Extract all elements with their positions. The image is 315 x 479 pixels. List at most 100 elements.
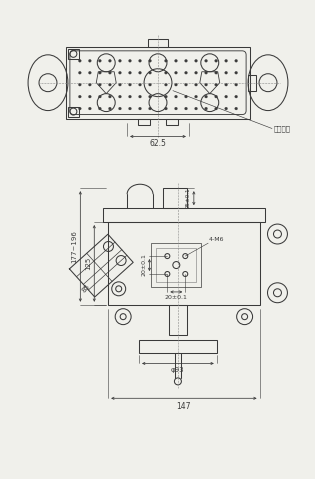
Bar	[248, 75, 256, 91]
Circle shape	[185, 83, 187, 86]
Circle shape	[185, 107, 187, 110]
Circle shape	[235, 83, 238, 86]
Circle shape	[235, 107, 238, 110]
Circle shape	[89, 59, 91, 62]
Circle shape	[109, 59, 111, 62]
Circle shape	[175, 59, 177, 62]
Circle shape	[139, 107, 141, 110]
Circle shape	[78, 59, 81, 62]
Circle shape	[205, 107, 208, 110]
Circle shape	[215, 107, 217, 110]
Circle shape	[205, 59, 208, 62]
Circle shape	[185, 71, 187, 74]
Bar	[157, 248, 196, 282]
Circle shape	[99, 83, 101, 86]
Circle shape	[109, 107, 111, 110]
Circle shape	[149, 59, 152, 62]
Bar	[68, 49, 79, 59]
Text: φ93: φ93	[171, 367, 185, 374]
Circle shape	[185, 95, 187, 98]
Bar	[152, 243, 201, 287]
Text: 177~196: 177~196	[72, 230, 77, 263]
Circle shape	[195, 59, 198, 62]
Text: 20±0.1: 20±0.1	[141, 253, 146, 276]
Circle shape	[78, 83, 81, 86]
Circle shape	[109, 83, 111, 86]
Circle shape	[195, 107, 198, 110]
Circle shape	[215, 71, 217, 74]
Circle shape	[225, 83, 227, 86]
Bar	[66, 47, 250, 118]
Bar	[163, 188, 187, 208]
Circle shape	[129, 71, 131, 74]
Bar	[148, 39, 168, 47]
Circle shape	[139, 83, 141, 86]
Circle shape	[225, 71, 227, 74]
Circle shape	[78, 95, 81, 98]
Circle shape	[99, 107, 101, 110]
Circle shape	[99, 59, 101, 62]
Circle shape	[149, 71, 152, 74]
Text: 147: 147	[177, 402, 191, 411]
Circle shape	[118, 71, 121, 74]
Circle shape	[195, 95, 198, 98]
Circle shape	[185, 59, 187, 62]
Text: 85: 85	[81, 284, 92, 294]
Circle shape	[89, 83, 91, 86]
Circle shape	[139, 95, 141, 98]
Bar	[139, 340, 217, 354]
Bar	[103, 208, 265, 222]
Circle shape	[175, 95, 177, 98]
Bar	[108, 222, 260, 305]
Circle shape	[164, 71, 167, 74]
Circle shape	[215, 83, 217, 86]
Circle shape	[118, 95, 121, 98]
Circle shape	[149, 107, 152, 110]
Circle shape	[215, 59, 217, 62]
Bar	[68, 107, 79, 116]
Circle shape	[129, 59, 131, 62]
Text: 62.5: 62.5	[150, 139, 166, 148]
Circle shape	[99, 71, 101, 74]
Circle shape	[175, 83, 177, 86]
Circle shape	[129, 107, 131, 110]
Circle shape	[164, 95, 167, 98]
Circle shape	[89, 107, 91, 110]
Circle shape	[205, 71, 208, 74]
Text: 125: 125	[85, 257, 91, 270]
Circle shape	[149, 83, 152, 86]
Circle shape	[118, 59, 121, 62]
Circle shape	[118, 107, 121, 110]
Circle shape	[225, 59, 227, 62]
Circle shape	[164, 107, 167, 110]
Text: 型号标记: 型号标记	[274, 125, 291, 132]
Circle shape	[225, 95, 227, 98]
Circle shape	[195, 71, 198, 74]
Circle shape	[139, 71, 141, 74]
Circle shape	[89, 95, 91, 98]
Circle shape	[139, 59, 141, 62]
Bar	[169, 305, 187, 334]
Bar	[166, 118, 178, 125]
Text: 4-M6: 4-M6	[209, 237, 225, 242]
Circle shape	[235, 71, 238, 74]
Circle shape	[175, 107, 177, 110]
Circle shape	[235, 95, 238, 98]
Circle shape	[109, 95, 111, 98]
Circle shape	[89, 71, 91, 74]
Circle shape	[164, 83, 167, 86]
Circle shape	[175, 71, 177, 74]
Circle shape	[225, 107, 227, 110]
Circle shape	[235, 59, 238, 62]
Circle shape	[205, 95, 208, 98]
Circle shape	[149, 95, 152, 98]
Circle shape	[129, 95, 131, 98]
Circle shape	[195, 83, 198, 86]
Circle shape	[109, 71, 111, 74]
Circle shape	[78, 71, 81, 74]
Circle shape	[205, 83, 208, 86]
Text: 20±0.1: 20±0.1	[165, 295, 188, 300]
Circle shape	[129, 83, 131, 86]
Circle shape	[99, 95, 101, 98]
Circle shape	[78, 107, 81, 110]
